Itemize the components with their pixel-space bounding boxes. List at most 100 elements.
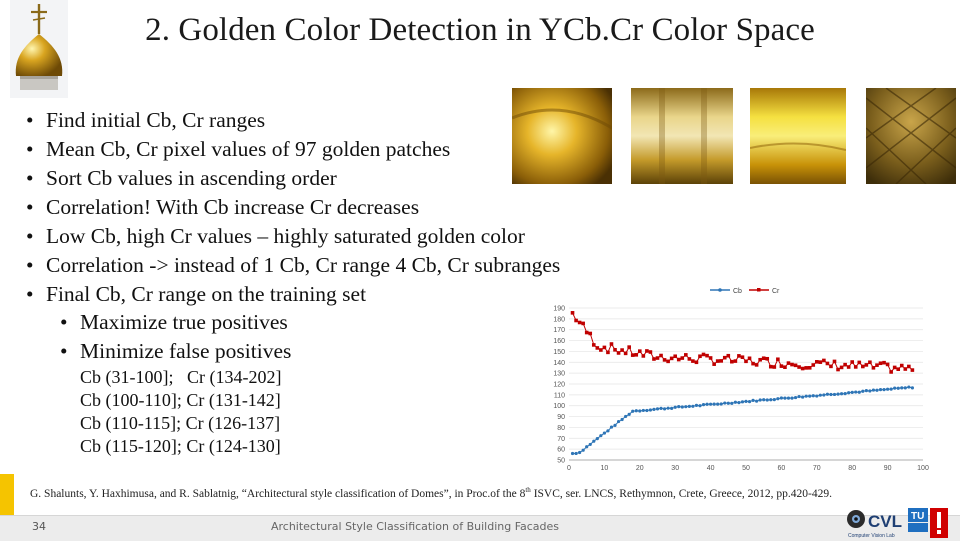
cb-point	[847, 391, 851, 395]
cb-point	[599, 434, 603, 438]
cb-point	[772, 397, 776, 402]
cr-point	[659, 353, 663, 358]
cr-point	[889, 370, 893, 374]
cr-point	[719, 359, 724, 363]
cr-point	[864, 363, 869, 367]
bullet-item: Final Cb, Cr range on the training set	[26, 280, 560, 309]
cr-point	[754, 363, 759, 367]
cb-point	[818, 393, 822, 397]
cb-point	[864, 389, 868, 393]
reference-superscript: th	[525, 486, 531, 494]
cr-point	[737, 354, 741, 358]
cr-point	[836, 367, 840, 372]
cb-point	[776, 397, 780, 401]
cr-point	[910, 368, 915, 372]
cb-point	[896, 386, 900, 390]
cr-point	[602, 345, 607, 350]
cb-point	[585, 445, 589, 449]
cb-point	[903, 386, 907, 390]
y-tick-label: 140	[553, 360, 565, 367]
cr-point	[722, 355, 727, 360]
cr-point	[903, 367, 908, 371]
cr-point	[772, 365, 777, 369]
page-number: 34	[32, 520, 46, 533]
cr-point	[811, 363, 816, 367]
cr-point	[790, 362, 794, 367]
cb-point	[871, 388, 876, 392]
cb-point	[694, 403, 699, 407]
cr-point	[832, 359, 837, 364]
accent-bar	[0, 474, 14, 522]
cr-point	[634, 353, 639, 357]
y-tick-label: 120	[553, 382, 565, 389]
cr-point	[655, 356, 660, 360]
cb-point	[755, 399, 759, 403]
cb-point	[602, 431, 606, 435]
cr-point	[662, 358, 667, 362]
cb-point	[815, 394, 819, 398]
cr-point	[857, 360, 862, 365]
cr-point	[715, 359, 720, 363]
golden-patch-image-1	[512, 88, 612, 184]
cb-point	[907, 385, 911, 389]
cr-point	[652, 357, 656, 361]
reference-text: G. Shalunts, Y. Haxhimusa, and R. Sablat…	[30, 487, 526, 500]
cb-point	[744, 399, 748, 403]
x-tick-label: 50	[742, 465, 750, 472]
cb-point	[620, 417, 624, 422]
cb-point	[786, 396, 791, 400]
cr-point	[595, 346, 600, 350]
cb-point	[878, 388, 883, 392]
y-tick-label: 170	[553, 327, 565, 334]
cb-point	[737, 401, 741, 405]
cb-point	[666, 406, 670, 410]
logo-subtext: Computer Vision Lab	[848, 533, 895, 539]
cb-point	[804, 394, 808, 398]
cb-point	[698, 404, 702, 408]
cr-point	[850, 360, 854, 364]
cr-point	[892, 365, 897, 370]
cr-point	[616, 351, 621, 355]
cr-point	[577, 320, 582, 325]
cr-point	[694, 360, 699, 365]
cb-cr-line-chart: 5060708090100110120130140150160170180190…	[535, 280, 930, 475]
cr-point	[896, 367, 901, 371]
legend-cb-label: Cb	[733, 288, 742, 295]
cb-point	[861, 389, 865, 393]
x-tick-label: 0	[567, 465, 571, 472]
cr-point	[853, 365, 858, 369]
cb-point	[592, 439, 596, 443]
x-tick-label: 20	[636, 465, 644, 472]
cr-point	[570, 311, 575, 315]
cr-point	[783, 365, 787, 370]
y-tick-label: 60	[557, 447, 565, 454]
cb-point	[900, 386, 904, 390]
cb-point	[882, 388, 886, 392]
legend-cr-label: Cr	[772, 288, 780, 295]
cr-point	[776, 357, 780, 362]
cr-point	[815, 360, 819, 364]
x-tick-label: 40	[707, 465, 715, 472]
cr-point	[591, 343, 596, 347]
cr-point	[807, 366, 812, 370]
cr-point	[701, 352, 706, 357]
y-tick-label: 180	[553, 316, 565, 323]
cb-point	[910, 386, 914, 390]
cr-point	[613, 348, 617, 352]
cr-point	[825, 361, 830, 366]
sub-bullet-list: Maximize true positives Minimize false p…	[60, 308, 291, 366]
cr-point	[907, 364, 911, 369]
cr-point	[606, 350, 610, 355]
cb-point	[875, 388, 879, 392]
cb-point	[740, 400, 745, 404]
cr-point	[623, 351, 628, 356]
golden-patch-image-4	[866, 88, 956, 184]
cb-point	[719, 402, 723, 406]
x-tick-label: 90	[884, 465, 892, 472]
bullet-item: Low Cb, high Cr values – highly saturate…	[26, 222, 560, 251]
y-tick-label: 90	[557, 414, 565, 421]
cvl-tu-logo: CVL Computer Vision Lab TU	[847, 508, 948, 539]
cb-point	[641, 408, 645, 413]
x-tick-label: 80	[848, 465, 856, 472]
cr-point	[680, 356, 685, 360]
